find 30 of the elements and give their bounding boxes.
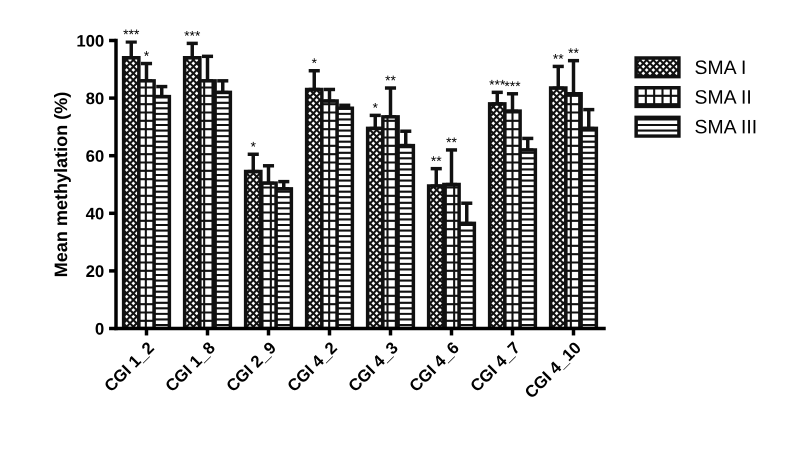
x-tick-label: CGI 4_6 (408, 341, 462, 394)
y-tick-label: 20 (86, 265, 104, 278)
legend-label: SMA II (695, 90, 750, 104)
y-axis-title: Mean methylation (%) (54, 92, 71, 276)
x-tick-label: CGI 4_2 (286, 341, 340, 394)
annotation: * (250, 142, 256, 147)
annotation: * (372, 102, 378, 108)
y-tick-label: 0 (96, 322, 104, 335)
y-tick-label: 40 (86, 208, 104, 220)
text: *** (184, 30, 200, 36)
annotation: ** (385, 76, 396, 80)
y-tick-label: 80 (86, 92, 104, 104)
x-tick-label: CGI 4_3 (347, 341, 400, 394)
x-tick-label: CGI 4_7 (469, 341, 522, 394)
annotation: *** (489, 80, 506, 85)
x-tick-label: CGI 2_9 (225, 341, 278, 394)
y-tick-label: 100 (77, 34, 104, 47)
annotation: ** (553, 54, 564, 59)
text: *** (123, 30, 140, 34)
annotation: ** (431, 156, 442, 162)
x-tick-label: CGI 1_2 (103, 341, 156, 394)
legend-label: SMA I (695, 60, 745, 74)
annotation: *** (504, 81, 520, 86)
legend-label: SMA III (695, 120, 756, 134)
annotation: * (312, 58, 317, 64)
annotation: * (144, 51, 149, 56)
annotation: ** (568, 48, 579, 54)
x-tick-label: CGI 1_8 (164, 340, 218, 394)
y-tick-label: 60 (86, 150, 104, 162)
annotation: ** (446, 138, 457, 142)
